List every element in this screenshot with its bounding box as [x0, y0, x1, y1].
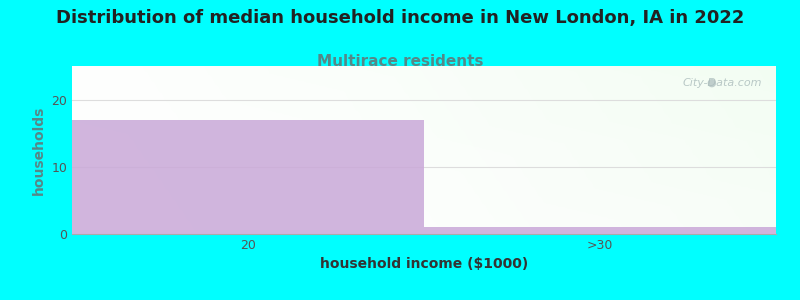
Text: Distribution of median household income in New London, IA in 2022: Distribution of median household income …: [56, 9, 744, 27]
Text: Multirace residents: Multirace residents: [317, 54, 483, 69]
Bar: [72, 120, 424, 234]
Y-axis label: households: households: [32, 105, 46, 195]
Text: ●: ●: [706, 78, 716, 88]
Bar: [424, 227, 776, 234]
Text: City-Data.com: City-Data.com: [682, 78, 762, 88]
X-axis label: household income ($1000): household income ($1000): [320, 257, 528, 272]
